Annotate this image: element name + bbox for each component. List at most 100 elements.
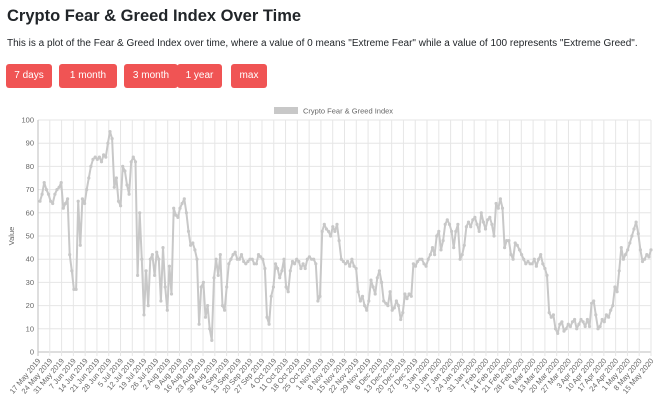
data-point[interactable] [581, 320, 585, 324]
data-point[interactable] [214, 257, 218, 261]
data-point[interactable] [150, 253, 154, 257]
data-point[interactable] [452, 246, 456, 250]
data-point[interactable] [110, 137, 114, 141]
data-point[interactable] [348, 264, 352, 268]
data-point[interactable] [42, 181, 46, 185]
data-point[interactable] [295, 257, 299, 261]
data-point[interactable] [479, 211, 483, 215]
data-point[interactable] [299, 266, 303, 271]
data-point[interactable] [598, 324, 602, 329]
data-point[interactable] [195, 257, 199, 261]
data-point[interactable] [208, 327, 212, 331]
data-point[interactable] [333, 229, 337, 233]
data-point[interactable] [503, 246, 507, 250]
data-point[interactable] [405, 297, 409, 301]
data-point[interactable] [68, 253, 72, 257]
data-point[interactable] [456, 222, 460, 226]
data-point[interactable] [475, 222, 479, 226]
data-point[interactable] [51, 201, 55, 206]
data-point[interactable] [169, 292, 174, 296]
data-point[interactable] [244, 262, 248, 266]
data-point[interactable] [59, 181, 63, 185]
data-point[interactable] [301, 262, 305, 266]
data-point[interactable] [549, 315, 553, 319]
data-point[interactable] [532, 257, 536, 261]
data-point[interactable] [437, 229, 441, 233]
data-point[interactable] [46, 192, 51, 196]
data-point[interactable] [95, 157, 99, 161]
data-point[interactable] [314, 262, 318, 266]
data-point[interactable] [464, 225, 468, 229]
data-point[interactable] [426, 257, 430, 261]
data-point[interactable] [55, 188, 59, 192]
data-point[interactable] [511, 257, 515, 261]
data-point[interactable] [447, 222, 452, 226]
data-point[interactable] [293, 262, 297, 266]
data-point[interactable] [159, 299, 163, 303]
data-point[interactable] [140, 257, 144, 261]
data-point[interactable] [80, 197, 84, 201]
data-point[interactable] [583, 324, 587, 329]
data-point[interactable] [197, 322, 201, 326]
data-point[interactable] [106, 141, 110, 145]
data-point[interactable] [339, 257, 343, 261]
data-point[interactable] [116, 199, 121, 203]
data-point[interactable] [441, 239, 445, 243]
data-point[interactable] [649, 248, 653, 252]
data-point[interactable] [231, 253, 235, 257]
data-point[interactable] [587, 324, 592, 329]
data-point[interactable] [422, 262, 426, 266]
data-point[interactable] [189, 243, 193, 247]
data-point[interactable] [428, 253, 432, 257]
data-point[interactable] [375, 276, 379, 280]
data-point[interactable] [322, 222, 326, 226]
data-point[interactable] [341, 259, 345, 264]
data-point[interactable] [307, 255, 311, 259]
data-point[interactable] [229, 257, 233, 261]
data-point[interactable] [155, 250, 159, 254]
data-point[interactable] [553, 327, 558, 331]
data-point[interactable] [490, 222, 494, 226]
data-point[interactable] [609, 308, 613, 312]
data-point[interactable] [136, 273, 140, 277]
data-point[interactable] [498, 197, 502, 201]
data-point[interactable] [403, 292, 407, 296]
data-point[interactable] [634, 220, 638, 224]
data-point[interactable] [369, 278, 373, 282]
data-point[interactable] [91, 157, 95, 161]
data-point[interactable] [254, 262, 258, 266]
data-point[interactable] [242, 259, 246, 264]
data-point[interactable] [471, 218, 475, 222]
data-point[interactable] [594, 313, 598, 317]
data-point[interactable] [78, 243, 82, 247]
data-point[interactable] [227, 262, 231, 266]
data-point[interactable] [377, 269, 381, 273]
data-point[interactable] [640, 259, 645, 264]
data-point[interactable] [416, 259, 420, 264]
data-point[interactable] [225, 285, 229, 289]
data-point[interactable] [123, 169, 127, 173]
data-point[interactable] [390, 308, 394, 312]
data-point[interactable] [505, 239, 509, 243]
data-point[interactable] [180, 201, 184, 206]
data-point[interactable] [324, 227, 328, 231]
data-point[interactable] [72, 287, 76, 291]
data-point[interactable] [551, 313, 556, 317]
data-point[interactable] [564, 327, 568, 331]
data-point[interactable] [356, 290, 360, 294]
data-point[interactable] [483, 227, 488, 231]
data-point[interactable] [223, 308, 227, 312]
data-point[interactable] [104, 155, 108, 159]
data-point[interactable] [496, 206, 500, 210]
data-point[interactable] [411, 262, 415, 266]
data-point[interactable] [263, 266, 267, 271]
data-point[interactable] [157, 257, 161, 261]
range-button-1-month[interactable]: 1 month [59, 64, 117, 88]
data-point[interactable] [500, 206, 505, 210]
data-point[interactable] [547, 311, 551, 315]
data-point[interactable] [617, 269, 621, 273]
data-point[interactable] [384, 301, 388, 305]
data-point[interactable] [119, 204, 123, 208]
data-point[interactable] [290, 259, 295, 264]
data-point[interactable] [182, 197, 186, 201]
